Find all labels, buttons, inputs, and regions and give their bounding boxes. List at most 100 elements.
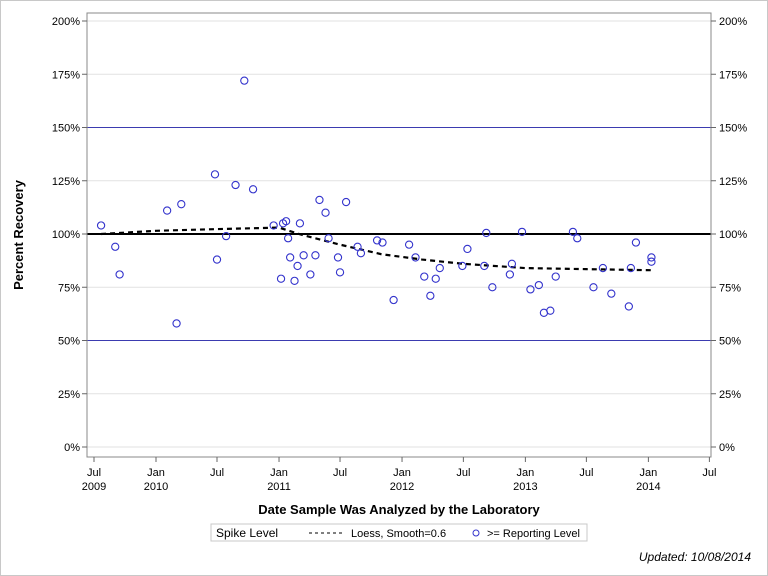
data-point: [212, 255, 222, 264]
y-tick-label: 175%: [52, 69, 80, 81]
data-point: [290, 276, 299, 286]
data-point: [315, 195, 324, 205]
reference-lines: [87, 127, 711, 341]
data-point: [463, 244, 472, 254]
data-point: [631, 238, 641, 247]
x-tick-month: Jul: [579, 467, 593, 479]
x-tick-month: Jul: [456, 467, 470, 479]
x-tick-month: Jul: [333, 467, 347, 479]
data-point: [551, 272, 560, 281]
x-tick-year: 2010: [144, 481, 168, 493]
legend-circle-marker: [472, 529, 480, 537]
data-point: [647, 257, 656, 266]
data-point: [231, 180, 240, 190]
data-point: [333, 253, 343, 262]
data-point: [306, 270, 315, 279]
data-point: [248, 185, 258, 194]
data-point: [311, 251, 320, 260]
data-point: [299, 251, 308, 260]
y-axis-right: 0% 25% 50% 75% 100% 125% 150% 175% 200%: [711, 16, 747, 454]
data-point: [404, 240, 414, 249]
x-tick-month: Jan: [270, 467, 288, 479]
data-point: [324, 234, 333, 243]
y-tick-label: 25%: [58, 389, 80, 401]
data-point: [372, 236, 382, 245]
data-point: [321, 208, 330, 217]
x-tick-year: 2009: [82, 481, 106, 493]
data-point: [431, 274, 440, 283]
x-tick-year: 2011: [267, 481, 291, 493]
y-axis-left: 0% 25% 50% 75% 100% 125% 150% 175% 200%: [52, 16, 87, 454]
y-tick-label: 125%: [52, 176, 80, 188]
data-point: [111, 242, 120, 251]
y-tick-label: 150%: [52, 123, 80, 135]
x-tick-month: Jan: [640, 467, 658, 479]
scatter-series: [96, 76, 656, 328]
y-tick-label-right: 25%: [719, 389, 741, 401]
data-point: [505, 270, 515, 279]
legend-title: Spike Level: [216, 526, 278, 540]
data-point: [482, 228, 491, 238]
data-point: [177, 200, 186, 209]
data-point: [598, 263, 608, 273]
data-point: [435, 263, 444, 273]
data-point: [269, 221, 278, 230]
y-tick-label-right: 150%: [719, 123, 747, 135]
x-tick-year: 2012: [390, 481, 414, 493]
y-tick-label: 50%: [58, 336, 80, 348]
x-tick-month: Jul: [702, 467, 716, 479]
data-point: [96, 221, 106, 230]
legend-points-label: >= Reporting Level: [487, 528, 580, 540]
data-point: [534, 280, 544, 290]
data-point: [420, 272, 429, 281]
y-tick-label-right: 50%: [719, 336, 741, 348]
data-point: [507, 259, 517, 268]
data-point: [240, 76, 249, 85]
y-tick-label: 200%: [52, 16, 80, 28]
x-tick-month: Jul: [210, 467, 224, 479]
data-point: [378, 238, 387, 247]
y-tick-label-right: 175%: [719, 69, 747, 81]
data-point: [335, 268, 345, 277]
legend-loess-label: Loess, Smooth=0.6: [351, 528, 446, 540]
data-point: [389, 295, 398, 305]
x-axis-label: Date Sample Was Analyzed by the Laborato…: [258, 502, 540, 517]
data-point: [281, 217, 291, 226]
y-tick-label-right: 75%: [719, 282, 741, 294]
data-point: [480, 261, 489, 271]
data-point: [221, 231, 231, 241]
data-point: [293, 261, 302, 271]
data-point: [589, 283, 598, 292]
data-point: [426, 291, 435, 300]
data-point: [568, 227, 578, 237]
y-tick-label-right: 100%: [719, 229, 747, 241]
data-point: [356, 249, 366, 258]
data-point: [210, 170, 220, 179]
data-point: [546, 306, 555, 315]
data-point: [295, 219, 305, 228]
y-tick-label: 75%: [58, 282, 80, 294]
x-tick-year: 2014: [636, 481, 660, 493]
x-tick-month: Jan: [393, 467, 411, 479]
data-point: [573, 234, 582, 243]
x-axis: Jul 2009 Jan 2010 Jul Jan 2011 Jul Jan 2012 Jul Jan…: [82, 457, 716, 493]
x-tick-month: Jan: [517, 467, 535, 479]
data-point: [526, 285, 535, 294]
y-tick-label-right: 125%: [719, 176, 747, 188]
x-tick-month: Jul: [87, 467, 101, 479]
y-tick-label-right: 200%: [719, 16, 747, 28]
data-point: [411, 253, 420, 262]
data-point: [626, 263, 636, 273]
legend: Spike Level Loess, Smooth=0.6 >= Reporti…: [210, 523, 588, 542]
data-point: [517, 227, 527, 237]
plot-border: [86, 12, 712, 458]
y-tick-label: 0%: [64, 442, 80, 454]
data-point: [624, 302, 633, 311]
data-point: [458, 261, 467, 271]
y-axis-label: Percent Recovery: [11, 179, 26, 290]
data-point: [488, 283, 497, 292]
data-point: [353, 242, 362, 251]
x-tick-year: 2013: [513, 481, 537, 493]
